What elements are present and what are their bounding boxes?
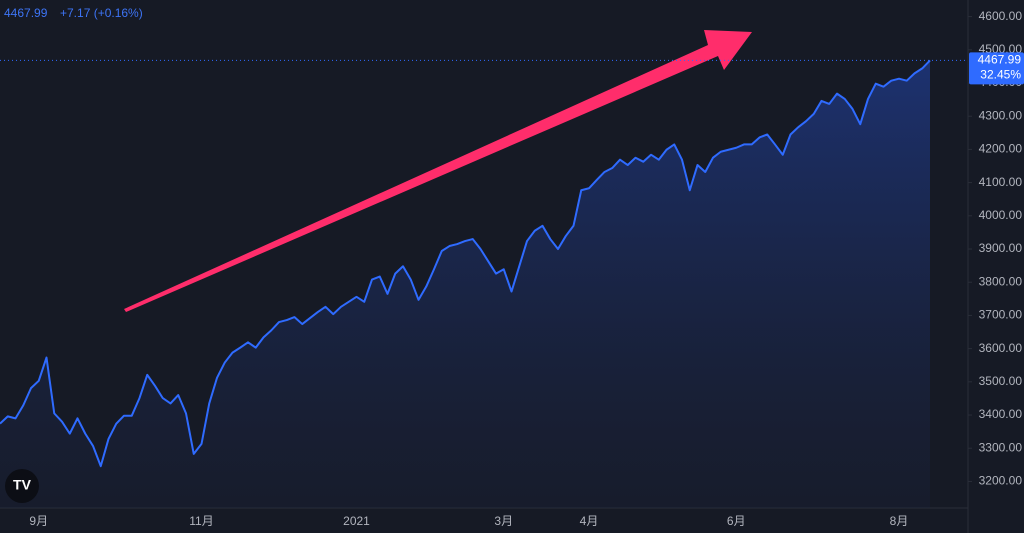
y-tick-label: 4000.00	[979, 208, 1023, 222]
y-tick-label: 3900.00	[979, 241, 1023, 255]
y-tick-label: 3200.00	[979, 474, 1023, 488]
plot	[0, 59, 931, 509]
x-tick-label: 4月	[580, 514, 599, 528]
x-tick-label: 11月	[189, 514, 213, 528]
header-price: 4467.99	[4, 6, 48, 20]
y-tick-label: 3500.00	[979, 374, 1023, 388]
trend-arrow	[124, 30, 752, 312]
price-line	[0, 59, 931, 468]
y-tick-label: 3800.00	[979, 274, 1023, 288]
x-tick-label: 6月	[727, 514, 746, 528]
y-tick-label: 3400.00	[979, 407, 1023, 421]
x-tick-label: 8月	[890, 514, 909, 528]
y-tick-label: 3300.00	[979, 440, 1023, 454]
badge-price: 4467.99	[978, 53, 1022, 67]
svg-text:TV: TV	[13, 477, 32, 493]
x-tick-label: 9月	[29, 514, 48, 528]
x-tick-label: 2021	[343, 514, 370, 528]
y-tick-label: 4600.00	[979, 9, 1023, 23]
logo: TV	[5, 469, 39, 503]
y-tick-label: 4300.00	[979, 108, 1023, 122]
y-tick-label: 3600.00	[979, 341, 1023, 355]
y-tick-label: 4100.00	[979, 175, 1023, 189]
y-tick-label: 3700.00	[979, 308, 1023, 322]
y-tick-label: 4200.00	[979, 142, 1023, 156]
header-change: +7.17 (+0.16%)	[60, 6, 143, 20]
area	[0, 60, 930, 509]
price-badge	[969, 52, 1024, 85]
badge-percent: 32.45%	[980, 68, 1021, 82]
x-tick-label: 3月	[494, 514, 513, 528]
